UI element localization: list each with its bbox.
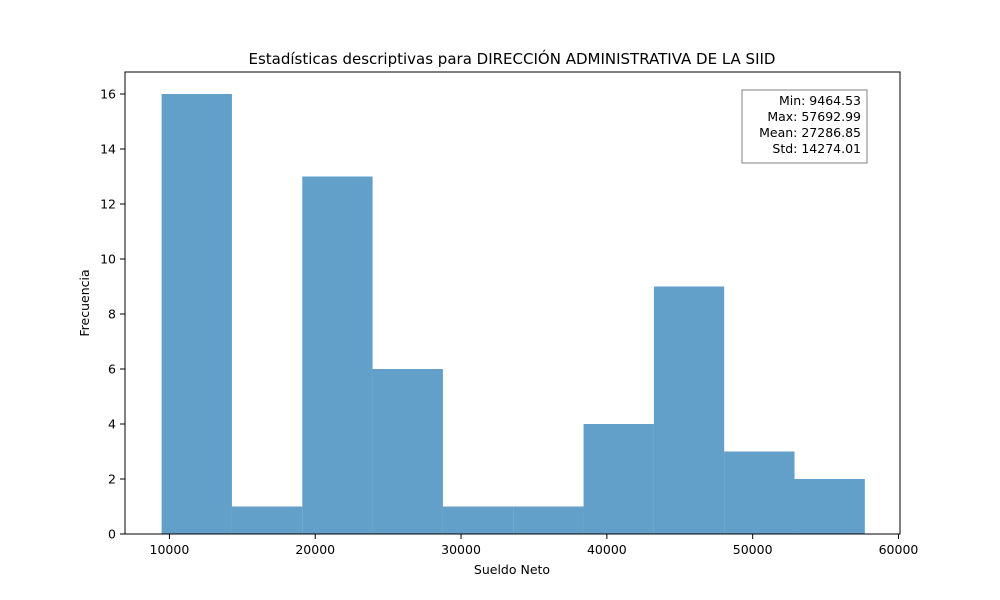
histogram-bar — [302, 176, 373, 534]
x-axis-label: Sueldo Neto — [474, 562, 550, 577]
chart-title: Estadísticas descriptivas para DIRECCIÓN… — [249, 49, 776, 68]
y-tick-label: 16 — [100, 87, 116, 102]
y-axis-ticks: 0 2 4 6 8 10 12 14 16 — [100, 87, 125, 542]
stat-mean: Mean: 27286.85 — [759, 125, 861, 140]
histogram-bar — [653, 286, 725, 534]
y-tick-label: 6 — [108, 362, 116, 377]
y-tick-label: 12 — [100, 197, 116, 212]
bars-group — [161, 94, 865, 534]
x-tick-label: 60000 — [879, 542, 919, 557]
histogram-bar — [794, 479, 865, 534]
x-tick-label: 10000 — [150, 542, 190, 557]
stat-max: Max: 57692.99 — [767, 109, 861, 124]
stat-std: Std: 14274.01 — [772, 141, 861, 156]
stats-box-frame — [741, 89, 868, 164]
y-tick-label: 14 — [100, 142, 116, 157]
histogram-bar — [513, 506, 584, 534]
x-tick-label: 50000 — [733, 542, 773, 557]
histogram-bar — [231, 506, 303, 534]
histogram-bar — [372, 369, 443, 534]
histogram-bar — [724, 451, 795, 534]
x-axis-ticks: 10000 20000 30000 40000 50000 60000 — [150, 534, 919, 557]
stats-box: Min: 9464.53 Max: 57692.99 Mean: 27286.8… — [741, 89, 868, 164]
histogram-bar — [442, 506, 514, 534]
y-tick-label: 2 — [108, 472, 116, 487]
y-axis-label: Frecuencia — [77, 269, 92, 336]
x-tick-label: 40000 — [587, 542, 627, 557]
plot-frame — [124, 71, 901, 535]
x-tick-label: 30000 — [441, 542, 481, 557]
y-tick-label: 4 — [108, 417, 116, 432]
stat-min: Min: 9464.53 — [779, 93, 861, 108]
y-tick-label: 0 — [108, 527, 116, 542]
histogram-bar — [161, 94, 232, 534]
y-tick-label: 8 — [108, 307, 116, 322]
histogram-bar — [583, 424, 654, 534]
x-tick-label: 20000 — [295, 542, 335, 557]
y-tick-label: 10 — [100, 252, 116, 267]
